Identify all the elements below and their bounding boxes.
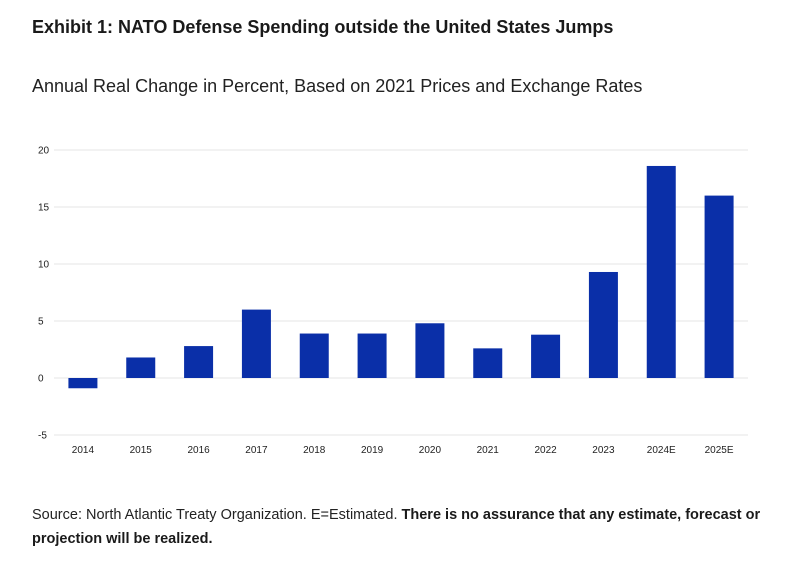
x-tick-label: 2023 <box>592 445 615 456</box>
x-tick-label: 2016 <box>187 445 210 456</box>
x-tick-label: 2019 <box>361 445 384 456</box>
bar-2015 <box>126 357 156 378</box>
bar-2024E <box>646 165 676 378</box>
chart-subtitle: Annual Real Change in Percent, Based on … <box>32 76 643 96</box>
x-tick-label: 2022 <box>534 445 557 456</box>
y-tick-label: 10 <box>38 260 50 271</box>
y-tick-label: 20 <box>38 146 50 157</box>
x-tick-label: 2020 <box>419 445 442 456</box>
y-tick-label: -5 <box>38 431 47 442</box>
bar-2022 <box>531 334 561 378</box>
y-tick-label: 5 <box>38 317 44 328</box>
bar-2020 <box>415 323 445 378</box>
chart-footer: Source: North Atlantic Treaty Organizati… <box>32 503 772 551</box>
bar-2014 <box>68 378 98 389</box>
bars <box>68 165 734 389</box>
x-tick-label: 2025E <box>705 445 734 456</box>
y-axis-ticks: 20 15 10 5 0 -5 <box>38 146 50 442</box>
x-axis-ticks: 2014 2015 2016 2017 2018 2019 2020 2021 2022 2023… <box>72 445 734 456</box>
gridlines <box>54 149 748 436</box>
x-tick-label: 2014 <box>72 445 95 456</box>
bar-2021 <box>473 348 503 378</box>
bar-2025E <box>704 195 734 378</box>
y-tick-label: 15 <box>38 203 50 214</box>
x-tick-label: 2017 <box>245 445 268 456</box>
y-tick-label: 0 <box>38 374 44 385</box>
bar-2018 <box>299 333 329 378</box>
bar-2016 <box>184 346 214 378</box>
x-tick-label: 2021 <box>477 445 500 456</box>
bar-2023 <box>588 271 618 378</box>
source-note: Source: North Atlantic Treaty Organizati… <box>32 507 398 523</box>
bar-2019 <box>357 333 387 378</box>
bar-2017 <box>241 309 271 378</box>
disclaimer-note: There is no assurance that any estimate,… <box>32 507 761 547</box>
x-tick-label: 2024E <box>647 445 676 456</box>
x-tick-label: 2018 <box>303 445 326 456</box>
chart-title: Exhibit 1: NATO Defense Spending outside… <box>32 17 614 37</box>
x-tick-label: 2015 <box>130 445 153 456</box>
